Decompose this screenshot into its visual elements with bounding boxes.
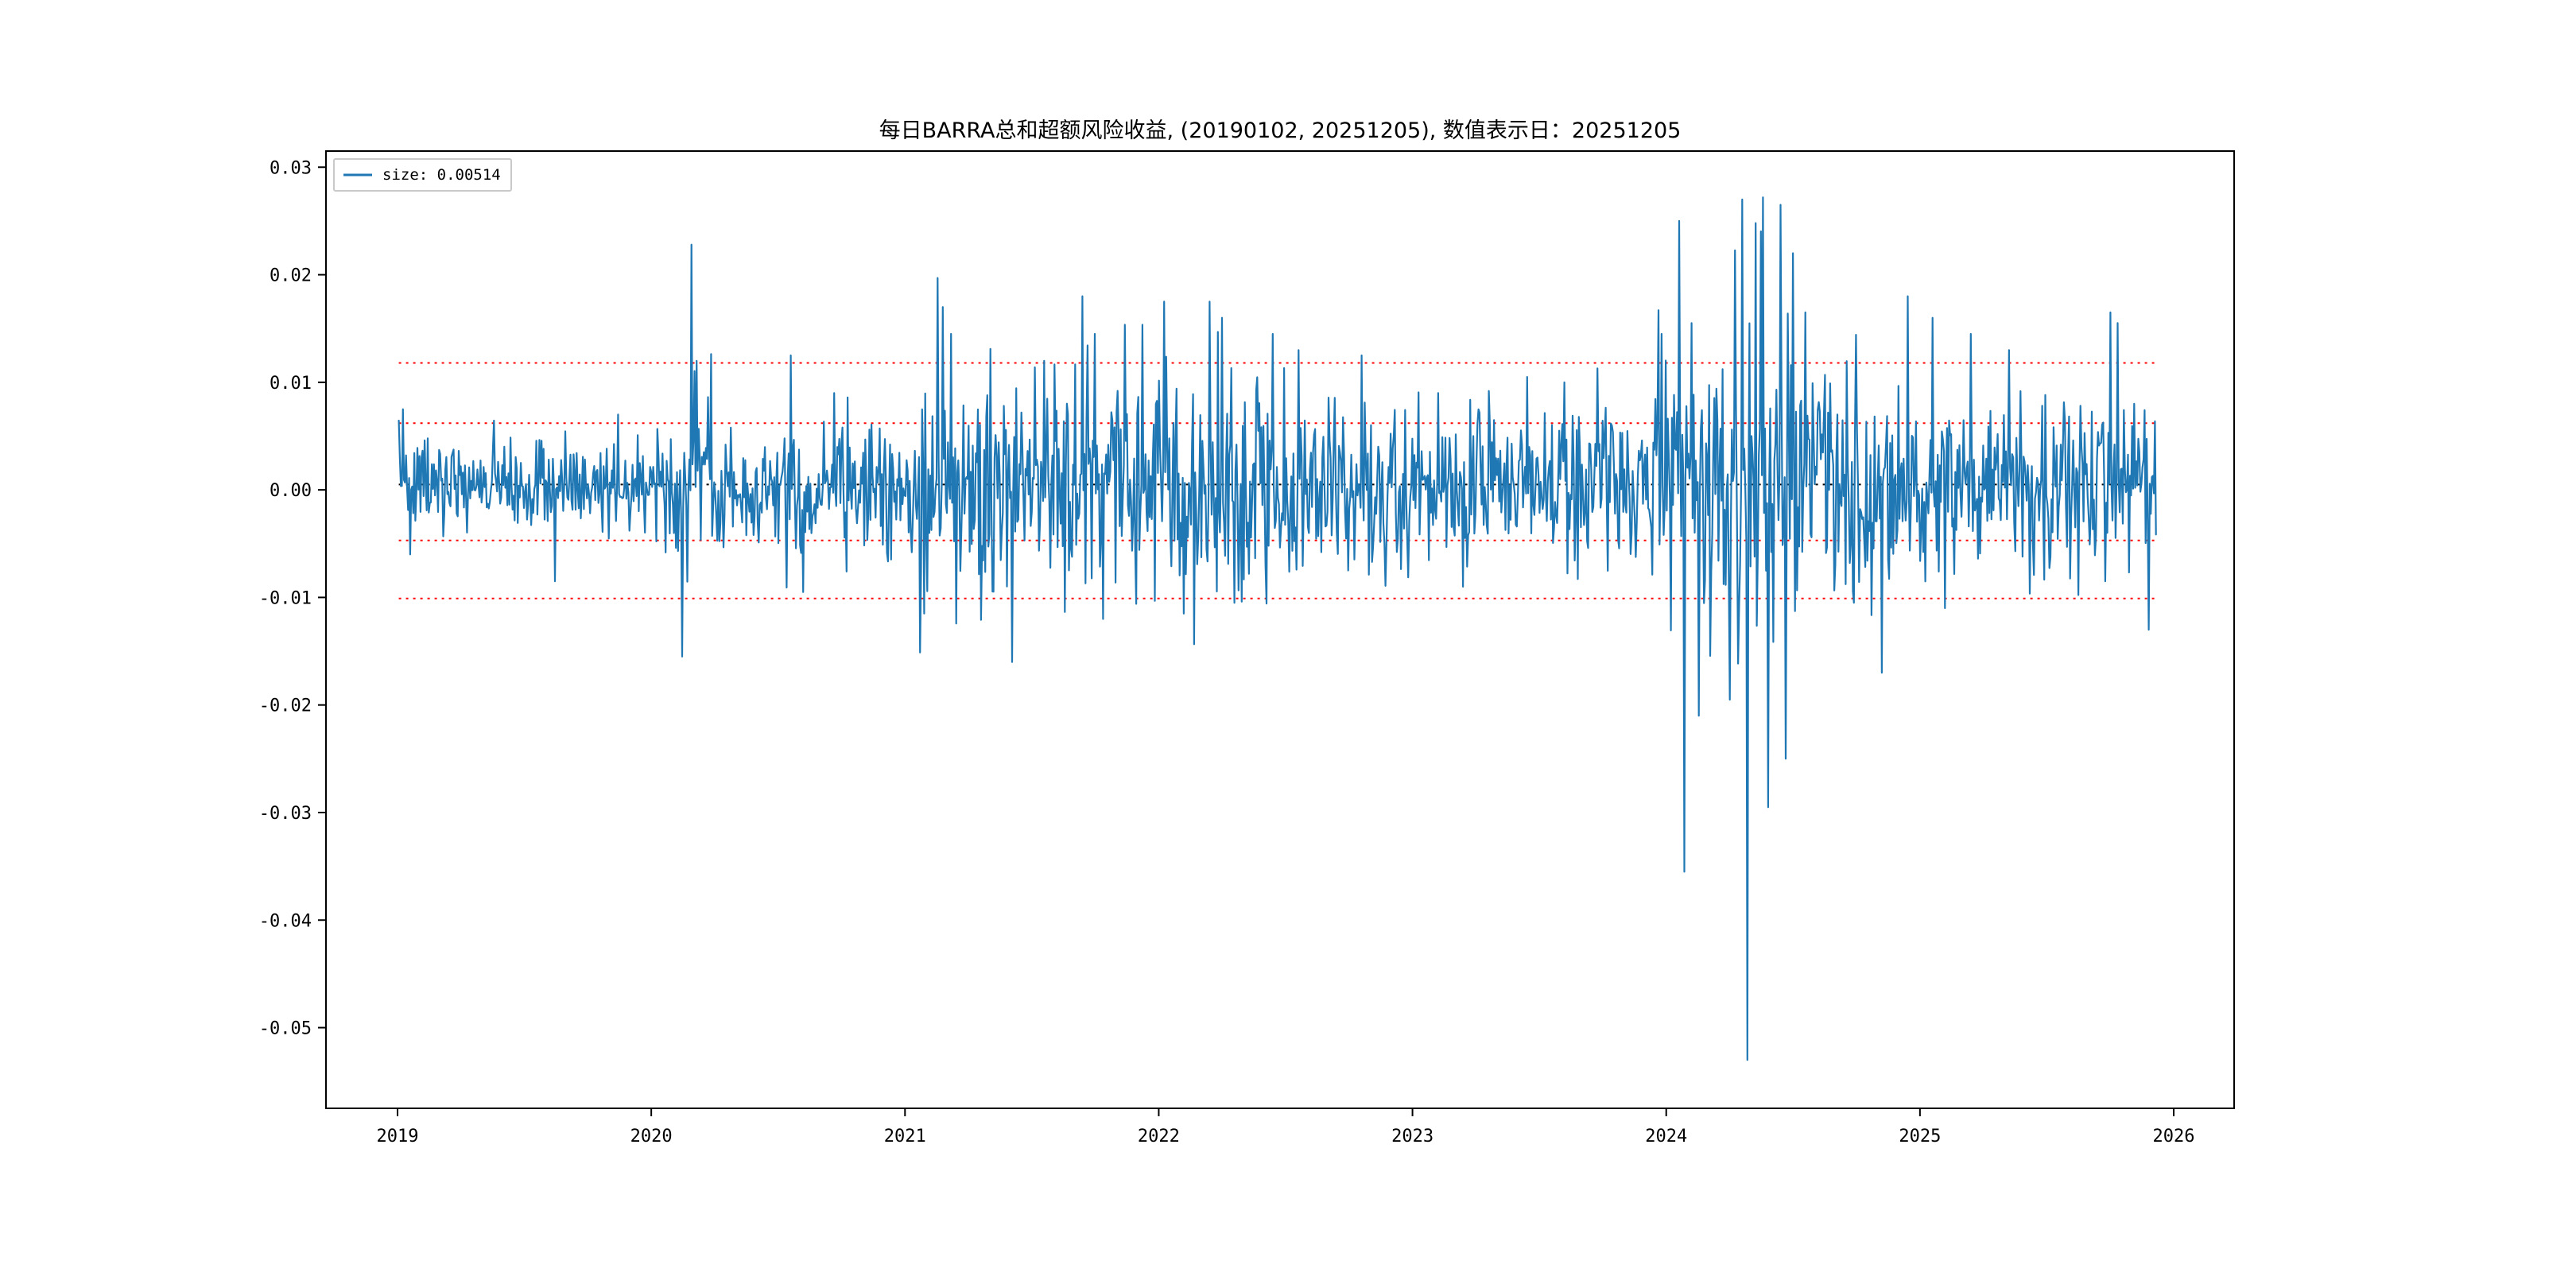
series-line xyxy=(398,196,2157,1061)
x-tick-label: 2023 xyxy=(1391,1127,1433,1146)
y-tick-label: -0.03 xyxy=(259,804,312,824)
y-tick-label: -0.05 xyxy=(259,1019,312,1039)
y-tick-label: 0.00 xyxy=(270,481,312,501)
chart-title: 每日BARRA总和超额风险收益, (20190102, 20251205), 数… xyxy=(879,118,1682,143)
legend: size: 0.00514 xyxy=(333,158,512,192)
y-tick-label: -0.01 xyxy=(259,588,312,608)
y-tick-label: 0.03 xyxy=(270,158,312,178)
legend-label: size: 0.00514 xyxy=(382,166,501,184)
x-tick-label: 2021 xyxy=(884,1127,926,1146)
x-tick-label: 2019 xyxy=(377,1127,419,1146)
x-tick-label: 2020 xyxy=(630,1127,673,1146)
y-tick-label: 0.01 xyxy=(270,374,312,394)
legend-line-icon xyxy=(343,173,372,177)
y-tick-label: -0.04 xyxy=(259,911,312,931)
axes-spines xyxy=(325,150,2235,1109)
x-tick-label: 2025 xyxy=(1899,1127,1941,1146)
x-tick-label: 2022 xyxy=(1138,1127,1180,1146)
x-tick-label: 2026 xyxy=(2153,1127,2195,1146)
y-tick-label: -0.02 xyxy=(259,696,312,716)
x-tick-label: 2024 xyxy=(1645,1127,1687,1146)
y-tick-label: 0.02 xyxy=(270,266,312,286)
